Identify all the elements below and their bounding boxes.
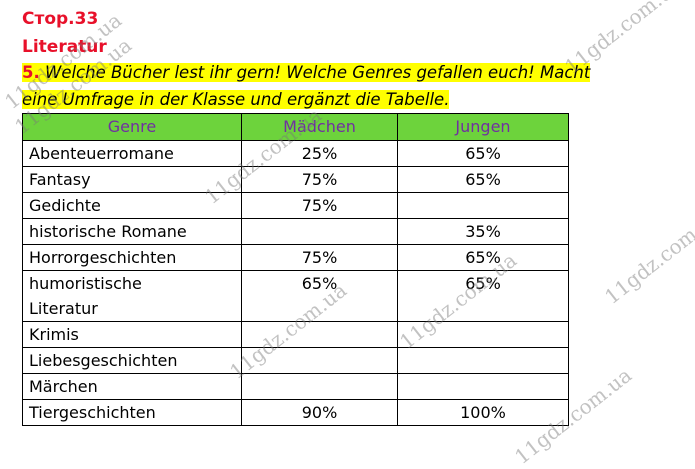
- column-header: Jungen: [397, 113, 569, 141]
- table-cell: [241, 218, 398, 245]
- genre: Liebesgeschichten: [29, 351, 178, 370]
- table-cell: [241, 373, 398, 400]
- table-cell: Liebesgeschichten: [22, 347, 242, 374]
- percentage: 25%: [301, 144, 338, 163]
- table-cell: 65%: [397, 244, 569, 271]
- table-cell: Gedichte: [22, 192, 242, 219]
- table-cell: Abenteuerromane: [22, 140, 242, 167]
- table-cell: historische Romane: [22, 218, 242, 245]
- genre-table: Genre Mädchen Jungen Abenteuerromane 25% 65% F…: [22, 113, 569, 426]
- table-row: humoristische Literatur 65% 65%: [22, 270, 569, 322]
- table-row: Märchen: [22, 373, 569, 400]
- table-cell: 65%: [397, 140, 569, 167]
- genre: Gedichte: [29, 196, 101, 215]
- table-cell: 75%: [241, 244, 398, 271]
- table-cell: Krimis: [22, 321, 242, 348]
- table-row: Tiergeschichten 90% 100%: [22, 399, 569, 426]
- column-header: Mädchen: [241, 113, 398, 141]
- percentage: 65%: [465, 274, 501, 293]
- table-cell: Fantasy: [22, 166, 242, 193]
- table-row: historische Romane 35%: [22, 218, 569, 245]
- table-cell: 65%: [397, 166, 569, 193]
- table-cell: 75%: [241, 166, 398, 193]
- table-cell: 65%: [397, 270, 569, 322]
- percentage: 65%: [465, 248, 501, 267]
- genre: Tiergeschichten: [29, 403, 156, 422]
- table-cell: [241, 321, 398, 348]
- table-cell: [397, 321, 569, 348]
- topic: Literatur: [22, 37, 107, 57]
- percentage: 65%: [465, 144, 501, 163]
- table-cell: 65%: [241, 270, 398, 322]
- percentage: 75%: [301, 196, 338, 215]
- table-cell: [397, 347, 569, 374]
- task-text: Welche Bücher lest ihr gern! Welche Genr…: [45, 63, 591, 82]
- percentage: 100%: [460, 403, 506, 422]
- genre: Fantasy: [29, 170, 91, 189]
- page-number: Стор.33: [22, 9, 99, 29]
- task-number: 5.: [22, 63, 40, 82]
- task-line: eine Umfrage in der Klasse und ergänzt d…: [22, 90, 450, 109]
- table-cell: 75%: [241, 192, 398, 219]
- genre: Abenteuerromane: [29, 144, 174, 163]
- table-cell: 35%: [397, 218, 569, 245]
- table-cell: [241, 347, 398, 374]
- table-row: Abenteuerromane 25% 65%: [22, 140, 569, 167]
- percentage: 65%: [465, 170, 501, 189]
- table-cell: 25%: [241, 140, 398, 167]
- genre: Horrorgeschichten: [29, 248, 177, 267]
- percentage: 35%: [465, 222, 501, 241]
- table-row: Gedichte 75%: [22, 192, 569, 219]
- table-row: Horrorgeschichten 75% 65%: [22, 244, 569, 271]
- percentage: 75%: [301, 170, 338, 189]
- watermark: 11gdz.com.ua: [600, 202, 695, 309]
- table-cell: [397, 192, 569, 219]
- table-cell: [397, 373, 569, 400]
- table-row: Liebesgeschichten: [22, 347, 569, 374]
- table-cell: 100%: [397, 399, 569, 426]
- percentage: 75%: [301, 248, 338, 267]
- task-line: 5. Welche Bücher lest ihr gern! Welche G…: [22, 63, 591, 82]
- table-cell: 90%: [241, 399, 398, 426]
- table-cell: Märchen: [22, 373, 242, 400]
- task-text: eine Umfrage in der Klasse und ergänzt d…: [22, 90, 450, 109]
- table-row: Fantasy 75% 65%: [22, 166, 569, 193]
- table-row: Krimis: [22, 321, 569, 348]
- genre: Märchen: [29, 377, 98, 396]
- percentage: 65%: [301, 274, 338, 293]
- table-cell: humoristische Literatur: [22, 270, 242, 322]
- genre: humoristische Literatur: [29, 274, 142, 318]
- genre: Krimis: [29, 325, 79, 344]
- column-header: Genre: [22, 113, 242, 141]
- genre: historische Romane: [29, 222, 187, 241]
- table-cell: Horrorgeschichten: [22, 244, 242, 271]
- header-row: Genre Mädchen Jungen: [22, 113, 569, 141]
- percentage: 90%: [301, 403, 338, 422]
- table-cell: Tiergeschichten: [22, 399, 242, 426]
